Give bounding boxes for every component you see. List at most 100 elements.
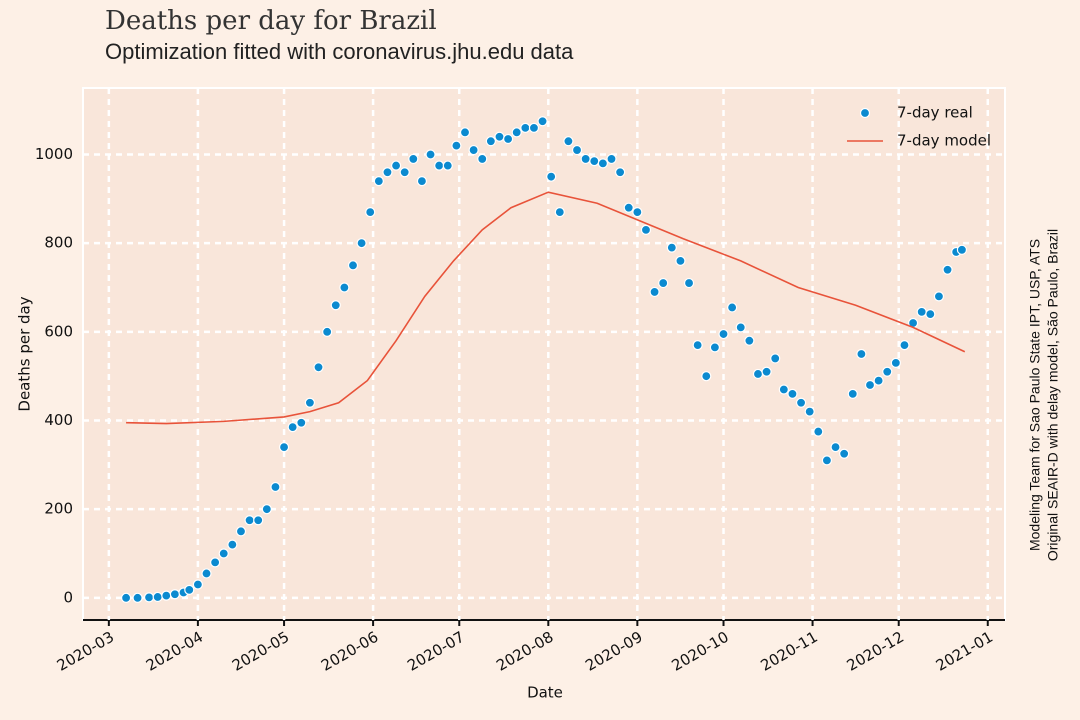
data-point — [787, 388, 798, 399]
legend-label: 7-day model — [897, 132, 991, 150]
data-point — [597, 158, 608, 169]
data-point — [520, 122, 531, 134]
data-point — [169, 589, 181, 600]
data-point — [692, 340, 703, 351]
data-point — [373, 176, 384, 187]
data-point — [399, 167, 410, 178]
data-point — [468, 144, 479, 156]
data-point — [502, 133, 514, 145]
data-point — [494, 131, 505, 142]
data-point — [152, 591, 163, 603]
data-point — [235, 526, 247, 537]
data-point — [451, 140, 462, 151]
x-tick-label: 2020-05 — [229, 628, 292, 675]
data-point — [632, 207, 643, 218]
model-line — [126, 191, 966, 425]
x-tick-label: 2020-10 — [668, 628, 731, 675]
data-point — [244, 515, 255, 526]
data-point — [589, 156, 600, 167]
data-point — [382, 167, 393, 178]
data-point — [132, 592, 143, 603]
data-point — [278, 442, 290, 453]
x-tick-label: 2020-04 — [143, 628, 206, 675]
data-point — [184, 584, 195, 595]
annotation: Modeling Team for Sao Paulo State IPT, U… — [1027, 239, 1043, 551]
data-point — [821, 455, 833, 466]
y-tick-label: 400 — [44, 411, 73, 429]
data-point — [322, 326, 333, 337]
y-tick-label: 1000 — [35, 145, 73, 163]
data-point — [218, 548, 229, 559]
data-point — [649, 286, 660, 298]
y-tick-label: 200 — [44, 500, 73, 518]
data-point — [120, 592, 132, 603]
data-point — [615, 167, 626, 178]
y-tick-label: 800 — [44, 234, 73, 252]
plot-area — [82, 87, 1006, 621]
data-point — [434, 160, 445, 171]
data-point — [933, 291, 945, 302]
chart-title: Deaths per day for Brazil — [105, 6, 437, 36]
data-point — [942, 264, 953, 275]
x-tick-label: 2021-01 — [933, 628, 996, 675]
x-tick-label: 2020-03 — [54, 628, 117, 675]
data-point — [304, 397, 316, 408]
x-axis-label: Date — [527, 684, 563, 702]
data-point — [804, 406, 815, 417]
x-tick-label: 2020-09 — [582, 628, 645, 675]
data-point — [718, 328, 729, 340]
data-point — [813, 426, 824, 437]
data-point — [795, 397, 807, 408]
data-point — [192, 579, 203, 590]
data-point — [727, 302, 738, 313]
chart-subtitle: Optimization fitted with coronavirus.jhu… — [105, 39, 574, 64]
data-point — [847, 388, 858, 399]
data-point — [330, 300, 341, 311]
data-point — [313, 362, 324, 373]
x-tick-label: 2020-12 — [844, 628, 907, 675]
data-point — [571, 144, 583, 156]
data-point — [442, 160, 453, 171]
data-point — [882, 366, 893, 377]
data-point — [956, 244, 968, 255]
data-point — [864, 379, 876, 391]
data-point — [770, 353, 781, 364]
data-point — [270, 481, 281, 493]
data-point — [873, 375, 884, 386]
data-point — [563, 136, 574, 147]
data-point — [227, 539, 238, 550]
data-point — [201, 568, 212, 579]
x-tick-label: 2020-11 — [758, 628, 821, 675]
data-point — [899, 340, 910, 351]
data-point — [580, 153, 591, 165]
data-point — [408, 153, 419, 165]
data-point — [709, 342, 721, 353]
x-tick-label: 2020-06 — [318, 628, 381, 675]
data-point — [735, 322, 746, 333]
data-point — [347, 260, 359, 271]
data-point — [925, 309, 936, 320]
data-point — [761, 366, 772, 377]
data-point — [253, 515, 264, 526]
data-point — [546, 171, 557, 182]
data-point — [339, 282, 350, 293]
data-point — [365, 207, 376, 218]
data-point — [287, 422, 298, 433]
y-axis-label: Deaths per day — [16, 296, 34, 411]
data-point — [666, 242, 677, 253]
data-point — [296, 417, 307, 428]
y-tick-label: 0 — [63, 588, 73, 606]
legend-label: 7-day real — [897, 104, 973, 122]
data-point — [554, 207, 565, 218]
annotation: Original SEAIR-D with delay model, São P… — [1045, 229, 1061, 561]
data-point — [528, 122, 540, 134]
data-point — [839, 448, 850, 459]
data-point — [890, 357, 901, 368]
data-point — [161, 590, 172, 601]
y-tick-label: 600 — [44, 322, 73, 340]
data-point — [537, 116, 548, 127]
x-tick-label: 2020-07 — [404, 628, 467, 675]
data-point — [143, 592, 155, 603]
data-point — [210, 557, 221, 568]
